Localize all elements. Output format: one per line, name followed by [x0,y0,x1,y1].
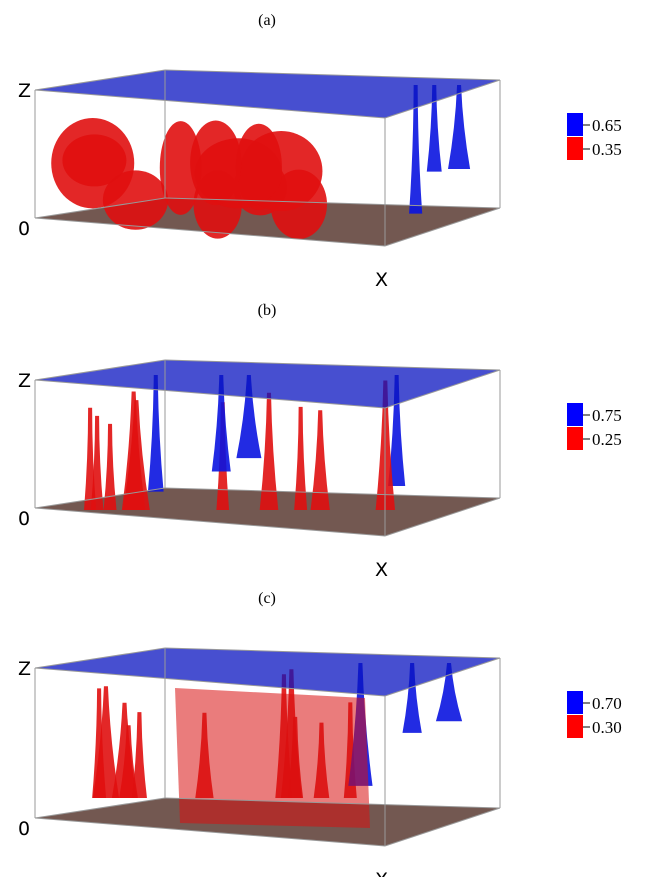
legend-swatch [567,715,583,738]
blue-plume [236,375,262,459]
box-edge [34,197,166,219]
axis-label-zero: 0 [18,818,30,840]
red-plume [92,688,107,798]
box-edge [384,807,501,847]
box-edge [34,359,166,381]
box-edge [164,197,501,209]
box-edge [384,497,501,537]
blue-plume [402,663,422,733]
axis-label-z: Z [18,658,31,680]
panel-label: (b) [258,302,277,319]
red-plume [131,712,147,798]
blue-plume [448,85,471,169]
blue-plume [147,375,164,492]
blue-plume [426,85,442,172]
top-layer [35,70,500,118]
red-plume [259,392,279,510]
axis-label-z: Z [18,370,31,392]
panel: (c) Z 0 X 0.70 0.30 [18,590,622,877]
red-plume [159,121,202,215]
panel: (a) Z 0 X 0.65 0.35 [18,12,622,291]
box-edge [34,667,386,697]
legend-label: 0.30 [592,718,622,737]
axis-label-zero: 0 [18,508,30,530]
legend-swatch [567,113,583,136]
legend-label: 0.75 [592,406,622,425]
legend-label: 0.35 [592,140,622,159]
legend-swatch [567,691,583,714]
box-edge [164,69,501,81]
blue-plume [409,85,423,214]
box-edge [34,69,166,91]
legend-swatch [567,403,583,426]
box-edge [34,507,386,537]
red-plume [51,118,135,209]
box-edge [384,207,501,247]
box-edge [164,487,501,499]
legend-swatch [567,427,583,450]
box-edge [164,647,501,659]
axis-label-zero: 0 [18,218,30,240]
blue-plume [435,663,463,722]
red-plume [103,423,117,510]
box-edge [34,647,166,669]
box-edge [164,359,501,371]
legend-label: 0.70 [592,694,622,713]
axis-label-x: X [375,869,388,877]
red-plume [294,406,308,510]
box-edge [384,369,501,409]
box-edge [34,89,386,119]
panel-label: (c) [258,590,276,607]
panel-label: (a) [258,12,276,29]
axis-label-z: Z [18,80,31,102]
red-plume [111,702,138,798]
red-plume [90,415,104,510]
blue-plume [211,375,231,472]
blue-plume [388,375,406,486]
red-plume [270,169,328,240]
axis-label-x: X [375,559,388,581]
panel: (b) Z 0 X 0.75 0.25 [18,302,622,581]
red-plume [190,120,242,206]
box-edge [164,797,501,809]
box-edge [34,379,386,409]
axis-label-x: X [375,269,388,291]
box-edge [384,657,501,697]
red-sheet [175,688,370,828]
box-edge [34,797,166,819]
red-plume [310,410,330,510]
legend-label: 0.25 [592,430,622,449]
legend-label: 0.65 [592,116,622,135]
box-edge [34,817,386,847]
red-plume [122,400,150,510]
box-edge [34,487,166,509]
box-edge [34,217,386,247]
box-edge [384,79,501,119]
top-layer [35,648,500,696]
legend-swatch [567,137,583,160]
top-layer [35,360,500,408]
